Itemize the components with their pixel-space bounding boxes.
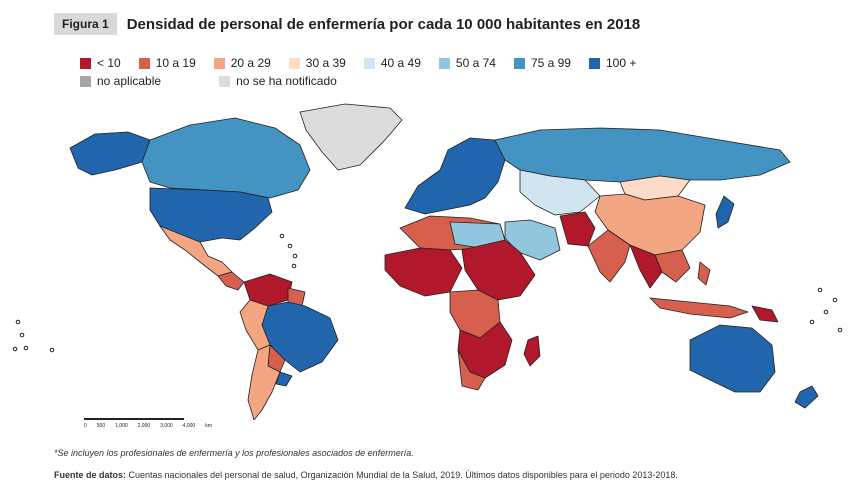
legend-item-100-plus: 100 + xyxy=(588,56,637,70)
island-marker xyxy=(279,233,285,239)
island-marker xyxy=(12,346,18,352)
legend-item-30-39: 30 a 39 xyxy=(288,56,346,70)
scale-tick: 3,000 xyxy=(160,423,173,429)
legend-swatch xyxy=(513,57,525,69)
region-afghanistan-pakistan xyxy=(559,211,596,247)
legend-swatch xyxy=(80,75,91,87)
scale-tick: 2,000 xyxy=(137,423,151,429)
scale-bar-labels: 0 500 1,000 2,000 3,000 4,000 km xyxy=(84,423,212,429)
legend-swatch xyxy=(213,57,225,69)
region-alaska xyxy=(69,131,151,176)
world-map xyxy=(12,103,843,420)
island-marker xyxy=(837,327,843,333)
region-southeast-asia xyxy=(629,244,663,289)
region-thailand-vietnam xyxy=(654,249,691,283)
figure-header: Figura 1 Densidad de personal de enferme… xyxy=(54,13,640,35)
figure-label: Figura 1 xyxy=(54,13,117,35)
region-uruguay xyxy=(275,371,293,387)
legend-label: no aplicable xyxy=(97,74,162,88)
region-central-asia xyxy=(519,169,601,216)
legend-row-status: no aplicable no se ha notificado xyxy=(80,72,800,90)
island-marker xyxy=(15,319,21,325)
region-philippines xyxy=(697,261,711,286)
legend-swatch xyxy=(288,57,300,69)
scale-tick: 500 xyxy=(96,423,106,429)
source-text: Cuentas nacionales del personal de salud… xyxy=(128,470,678,480)
legend-swatch xyxy=(219,75,231,87)
legend-label: < 10 xyxy=(97,56,121,70)
region-canada xyxy=(141,117,311,199)
legend-label: 30 a 39 xyxy=(305,56,346,70)
region-madagascar xyxy=(523,335,541,367)
region-argentina-chile xyxy=(247,344,281,420)
region-japan xyxy=(715,195,735,229)
legend-swatch xyxy=(363,57,375,69)
island-marker xyxy=(809,319,815,325)
region-greenland xyxy=(299,103,403,171)
footnote: *Se incluyen los profesionales de enferm… xyxy=(54,448,414,458)
legend-item-not-applicable: no aplicable xyxy=(80,74,161,88)
legend-swatch xyxy=(438,57,450,69)
map-legend: < 10 10 a 19 20 a 29 30 a 39 40 a 49 50 … xyxy=(80,54,800,90)
source-note: Fuente de datos: Cuentas nacionales del … xyxy=(54,470,678,480)
region-south-africa xyxy=(457,349,486,391)
legend-item-lt10: < 10 xyxy=(80,56,121,70)
region-papua-new-guinea xyxy=(751,305,779,323)
scale-tick: 4,000 xyxy=(182,423,196,429)
island-marker xyxy=(49,347,55,353)
region-india xyxy=(587,229,631,283)
region-west-africa xyxy=(384,247,463,297)
legend-swatch xyxy=(588,57,600,69)
island-marker xyxy=(291,263,297,269)
legend-label: 100 + xyxy=(605,56,637,70)
island-marker xyxy=(832,297,838,303)
island-marker xyxy=(292,253,298,259)
legend-item-75-99: 75 a 99 xyxy=(513,56,571,70)
region-new-zealand xyxy=(794,385,819,409)
legend-label: no se ha notificado xyxy=(236,74,337,88)
region-east-africa xyxy=(461,239,536,301)
legend-row-density: < 10 10 a 19 20 a 29 30 a 39 40 a 49 50 … xyxy=(80,54,800,72)
scale-bar xyxy=(84,418,184,420)
region-europe xyxy=(404,137,506,215)
island-marker xyxy=(817,287,823,293)
legend-label: 40 a 49 xyxy=(380,56,421,70)
legend-item-20-29: 20 a 29 xyxy=(213,56,271,70)
island-marker xyxy=(823,309,829,315)
legend-item-10-19: 10 a 19 xyxy=(138,56,196,70)
region-central-america xyxy=(217,271,245,291)
island-marker xyxy=(287,243,293,249)
source-label: Fuente de datos: xyxy=(54,470,127,480)
region-australia xyxy=(689,324,776,393)
region-middle-east xyxy=(504,219,561,261)
legend-swatch xyxy=(80,57,91,69)
scale-unit: km xyxy=(205,423,212,429)
region-indonesia xyxy=(649,297,749,319)
scale-tick: 1,000 xyxy=(115,423,128,429)
scale-tick: 0 xyxy=(84,423,87,429)
legend-label: 75 a 99 xyxy=(530,56,571,70)
legend-label: 50 a 74 xyxy=(455,56,496,70)
legend-label: 20 a 29 xyxy=(230,56,271,70)
map-title: Densidad de personal de enfermería por c… xyxy=(126,15,641,33)
island-marker xyxy=(19,332,25,338)
legend-item-not-reported: no se ha notificado xyxy=(219,74,337,88)
legend-item-50-74: 50 a 74 xyxy=(438,56,496,70)
legend-item-40-49: 40 a 49 xyxy=(363,56,421,70)
island-marker xyxy=(23,345,29,351)
legend-label: 10 a 19 xyxy=(155,56,196,70)
legend-swatch xyxy=(138,57,150,69)
